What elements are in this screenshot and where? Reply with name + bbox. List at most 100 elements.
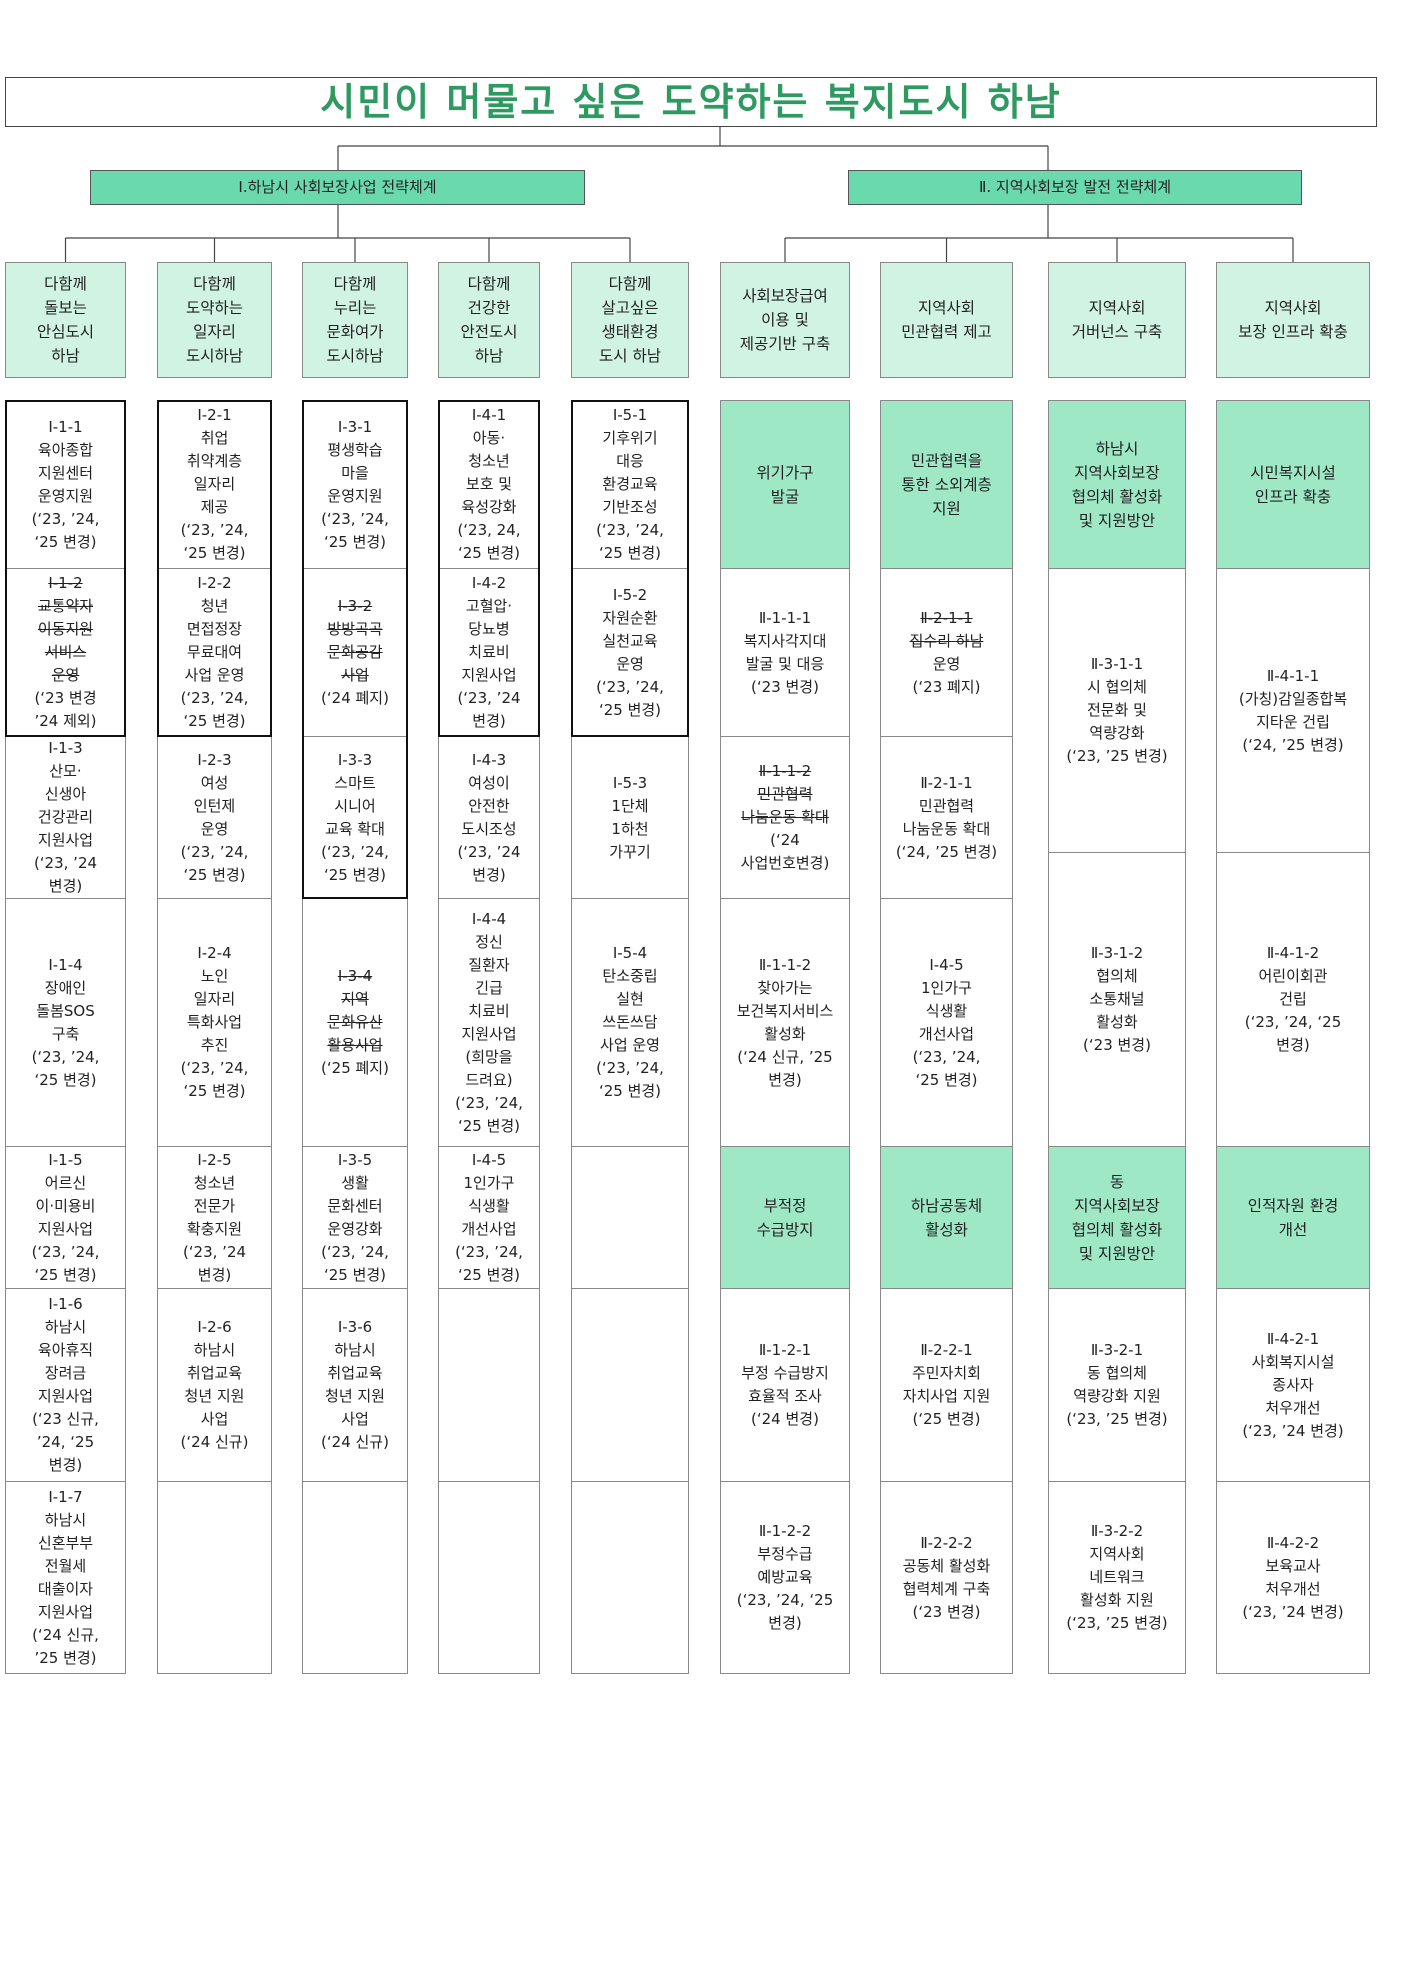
part1-item-cell: Ⅰ-1-6 하남시 육아휴직 장려금 지원사업 (‘23 신규, ’24, ‘2… [5,1288,126,1482]
part1-column-header: 다함께 도약하는 일자리 도시하남 [157,262,272,378]
part1-item-cell: Ⅰ-3-3 스마트 시니어 교육 확대 (‘23, ’24, ‘25 변경) [302,736,408,899]
part1-column-header: 다함께 돌보는 안심도시 하남 [5,262,126,378]
part2-item-cell: Ⅱ-4-2-1 사회복지시설 종사자 처우개선 (‘23, ’24 변경) [1216,1288,1370,1482]
part1-item-cell [438,1288,540,1482]
item-text: (‘24 폐지) [321,689,389,707]
part1-item-cell: Ⅰ-5-3 1단체 1하천 가꾸기 [571,736,689,899]
part2-subgroup-header: 동 지역사회보장 협의체 활성화 및 지원방안 [1048,1146,1186,1289]
item-text: 다함께 살고싶은 생태환경 도시 하남 [599,275,661,365]
item-text: Ⅰ-1-4 장애인 돌봄SOS 구축 (‘23, ’24, ‘25 변경) [31,955,100,1089]
part1-item-cell: Ⅰ-1-3 산모· 신생아 건강관리 지원사업 (‘23, ’24 변경) [5,736,126,899]
item-text: 시민복지시설 인프라 확충 [1250,463,1336,506]
item-text: Ⅰ-2-5 청소년 전문가 확충지원 (‘23, ’24 변경) [182,1150,247,1284]
deleted-item-text: Ⅰ-1-2 교통약자 이동지원 서비스 운영 [37,574,94,684]
item-text: Ⅱ-2-2-2 공동체 활성화 협력체계 구축 (‘23 변경) [902,1533,991,1621]
part1-item-cell: Ⅰ-1-7 하남시 신혼부부 전월세 대출이자 지원사업 (‘24 신규, ’2… [5,1481,126,1674]
part2-item-cell: Ⅱ-2-2-1 주민자치회 자치사업 지원 (‘25 변경) [880,1288,1013,1482]
item-text: Ⅰ-4-4 정신 질환자 긴급 치료비 지원사업 (희망을 드려요) (‘23,… [455,909,523,1135]
part2-item-cell: Ⅱ-2-1-1 집수리 하남 운영 (‘23 폐지) [880,568,1013,737]
part2-subgroup-header: 하남시 지역사회보장 협의체 활성화 및 지원방안 [1048,400,1186,569]
item-text: Ⅰ-5-4 탄소중립 실현 쓰돈쓰담 사업 운영 (‘23, ’24, ‘25 … [596,944,664,1100]
item-text: (‘23 변경 ’24 제외) [34,689,97,730]
part1-item-cell: Ⅰ-2-5 청소년 전문가 확충지원 (‘23, ’24 변경) [157,1146,272,1289]
part2-item-cell: Ⅱ-2-2-2 공동체 활성화 협력체계 구축 (‘23 변경) [880,1481,1013,1674]
item-text: (‘24 사업번호변경) [740,831,830,872]
part1-item-cell: Ⅰ-2-6 하남시 취업교육 청년 지원 사업 (‘24 신규) [157,1288,272,1482]
part1-item-cell: Ⅰ-1-1 육아종합 지원센터 운영지원 (‘23, ’24, ‘25 변경) [5,400,126,569]
part1-item-cell [302,1481,408,1674]
item-text: 지역사회 거버넌스 구축 [1071,299,1163,341]
part2-subgroup-header: 위기가구 발굴 [720,400,850,569]
item-text: Ⅰ-5-2 자원순환 실천교육 운영 (‘23, ’24, ‘25 변경) [596,585,664,719]
branch-1-box: Ⅰ.하남시 사회보장사업 전략체계 [90,170,585,205]
item-text: 지역사회 민관협력 제고 [901,299,992,341]
item-text: Ⅰ-2-6 하남시 취업교육 청년 지원 사업 (‘24 신규) [180,1318,249,1451]
item-text: Ⅰ-3-5 생활 문화센터 운영강화 (‘23, ’24, ‘25 변경) [321,1150,389,1284]
item-text: Ⅰ-3-3 스마트 시니어 교육 확대 (‘23, ’24, ‘25 변경) [321,750,389,884]
part2-column-header: 사회보장급여 이용 및 제공기반 구축 [720,262,850,378]
item-text: Ⅰ-4-5 1인가구 식생활 개선사업 (‘23, ’24, ‘25 변경) [912,955,981,1089]
part1-item-cell: Ⅰ-5-4 탄소중립 실현 쓰돈쓰담 사업 운영 (‘23, ’24, ‘25 … [571,898,689,1147]
part1-item-cell: Ⅰ-2-2 청년 면접정장 무료대여 사업 운영 (‘23, ’24, ‘25 … [157,568,272,737]
part1-item-cell: Ⅰ-4-3 여성이 안전한 도시조성 (‘23, ’24 변경) [438,736,540,899]
part1-item-cell: Ⅰ-2-1 취업 취약계층 일자리 제공 (‘23, ’24, ‘25 변경) [157,400,272,569]
item-text: Ⅱ-3-1-1 시 협의체 전문화 및 역량강화 (‘23, ’25 변경) [1066,655,1168,765]
part2-item-cell: Ⅱ-1-1-1 복지사각지대 발굴 및 대응 (‘23 변경) [720,568,850,737]
item-text: Ⅰ-4-3 여성이 안전한 도시조성 (‘23, ’24 변경) [457,750,521,884]
item-text: 운영 (‘23 폐지) [912,654,981,696]
item-text: 동 지역사회보장 협의체 활성화 및 지원방안 [1071,1172,1163,1263]
part1-item-cell: Ⅰ-4-4 정신 질환자 긴급 치료비 지원사업 (희망을 드려요) (‘23,… [438,898,540,1147]
item-text: Ⅰ-5-3 1단체 1하천 가꾸기 [609,773,651,861]
part2-item-cell: Ⅱ-1-2-2 부정수급 예방교육 (‘23, ’24, ‘25 변경) [720,1481,850,1674]
part2-item-cell: Ⅱ-1-1-2 찾아가는 보건복지서비스 활성화 (‘24 신규, ’25 변경… [720,898,850,1147]
item-text: Ⅰ-2-3 여성 인턴제 운영 (‘23, ’24, ‘25 변경) [180,750,249,884]
part1-item-cell: Ⅰ-3-2 방방곡곡 문화공감 사업 (‘24 폐지) [302,568,408,737]
item-text: Ⅱ-1-1-2 찾아가는 보건복지서비스 활성화 (‘24 신규, ’25 변경… [736,955,834,1089]
item-text: 위기가구 발굴 [756,463,814,506]
part1-item-cell: Ⅰ-4-5 1인가구 식생활 개선사업 (‘23, ’24, ‘25 변경) [438,1146,540,1289]
item-text: Ⅱ-4-2-2 보육교사 처우개선 (‘23, ’24 변경) [1242,1533,1344,1621]
item-text: Ⅰ-2-1 취업 취약계층 일자리 제공 (‘23, ’24, ‘25 변경) [180,406,249,562]
item-text: 하남공동체 활성화 [910,1196,983,1239]
item-text: 다함께 건강한 안전도시 하남 [460,275,518,365]
item-text: Ⅰ-3-6 하남시 취업교육 청년 지원 사업 (‘24 신규) [321,1318,389,1451]
item-text: 지역사회 보장 인프라 확충 [1238,299,1348,341]
item-text: Ⅰ-3-1 평생학습 마을 운영지원 (‘23, ’24, ‘25 변경) [321,417,389,551]
part2-item-cell: Ⅱ-4-1-1 (가칭)감일종합복 지타운 건립 (‘24, ’25 변경) [1216,568,1370,853]
item-text: Ⅰ-4-5 1인가구 식생활 개선사업 (‘23, ’24, ‘25 변경) [455,1150,523,1284]
part1-item-cell: Ⅰ-5-1 기후위기 대응 환경교육 기반조성 (‘23, ’24, ‘25 변… [571,400,689,569]
part2-column-header: 지역사회 보장 인프라 확충 [1216,262,1370,378]
item-text: Ⅰ-2-2 청년 면접정장 무료대여 사업 운영 (‘23, ’24, ‘25 … [180,574,249,730]
item-text: Ⅰ-2-4 노인 일자리 특화사업 추진 (‘23, ’24, ‘25 변경) [180,944,249,1100]
part2-item-cell: Ⅱ-4-2-2 보육교사 처우개선 (‘23, ’24 변경) [1216,1481,1370,1674]
item-text: Ⅰ-1-1 육아종합 지원센터 운영지원 (‘23, ’24, ‘25 변경) [31,417,100,551]
item-text: Ⅱ-1-2-1 부정 수급방지 효율적 조사 (‘24 변경) [741,1341,829,1428]
part2-item-cell: Ⅱ-3-1-2 협의체 소통채널 활성화 (‘23 변경) [1048,852,1186,1147]
part1-item-cell [571,1146,689,1289]
part1-column-header: 다함께 건강한 안전도시 하남 [438,262,540,378]
part2-item-cell: Ⅱ-3-2-1 동 협의체 역량강화 지원 (‘23, ’25 변경) [1048,1288,1186,1482]
item-text: Ⅱ-4-1-1 (가칭)감일종합복 지타운 건립 (‘24, ’25 변경) [1238,666,1348,754]
item-text: Ⅰ-1-3 산모· 신생아 건강관리 지원사업 (‘23, ’24 변경) [33,739,98,895]
deleted-item-text: Ⅰ-3-2 방방곡곡 문화공감 사업 [327,597,383,684]
part1-item-cell: Ⅰ-3-5 생활 문화센터 운영강화 (‘23, ’24, ‘25 변경) [302,1146,408,1289]
part2-subgroup-header: 인적자원 환경 개선 [1216,1146,1370,1289]
part1-item-cell [438,1481,540,1674]
item-text: Ⅱ-3-2-1 동 협의체 역량강화 지원 (‘23, ’25 변경) [1066,1341,1168,1428]
part1-item-cell [571,1481,689,1674]
part2-column-header: 지역사회 거버넌스 구축 [1048,262,1186,378]
part2-subgroup-header: 부적정 수급방지 [720,1146,850,1289]
deleted-item-text: Ⅱ-2-1-1 집수리 하남 [909,608,984,650]
item-text: Ⅰ-4-2 고혈압· 당뇨병 치료비 지원사업 (‘23, ’24 변경) [457,574,521,730]
part1-item-cell: Ⅰ-4-2 고혈압· 당뇨병 치료비 지원사업 (‘23, ’24 변경) [438,568,540,737]
item-text: 다함께 돌보는 안심도시 하남 [36,275,95,365]
item-text: 인적자원 환경 개선 [1247,1196,1339,1239]
part2-item-cell: Ⅱ-2-1-1 민관협력 나눔운동 확대 (‘24, ’25 변경) [880,736,1013,899]
part2-subgroup-header: 민관협력을 통한 소외계층 지원 [880,400,1013,569]
part1-column-header: 다함께 살고싶은 생태환경 도시 하남 [571,262,689,378]
item-text: Ⅱ-3-2-2 지역사회 네트워크 활성화 지원 (‘23, ’25 변경) [1066,1522,1168,1632]
item-text: Ⅱ-4-2-1 사회복지시설 종사자 처우개선 (‘23, ’24 변경) [1242,1329,1344,1440]
item-text: Ⅱ-4-1-2 어린이회관 건립 (‘23, ’24, ‘25 변경) [1244,944,1342,1054]
part1-item-cell [157,1481,272,1674]
part1-item-cell: Ⅰ-2-3 여성 인턴제 운영 (‘23, ’24, ‘25 변경) [157,736,272,899]
